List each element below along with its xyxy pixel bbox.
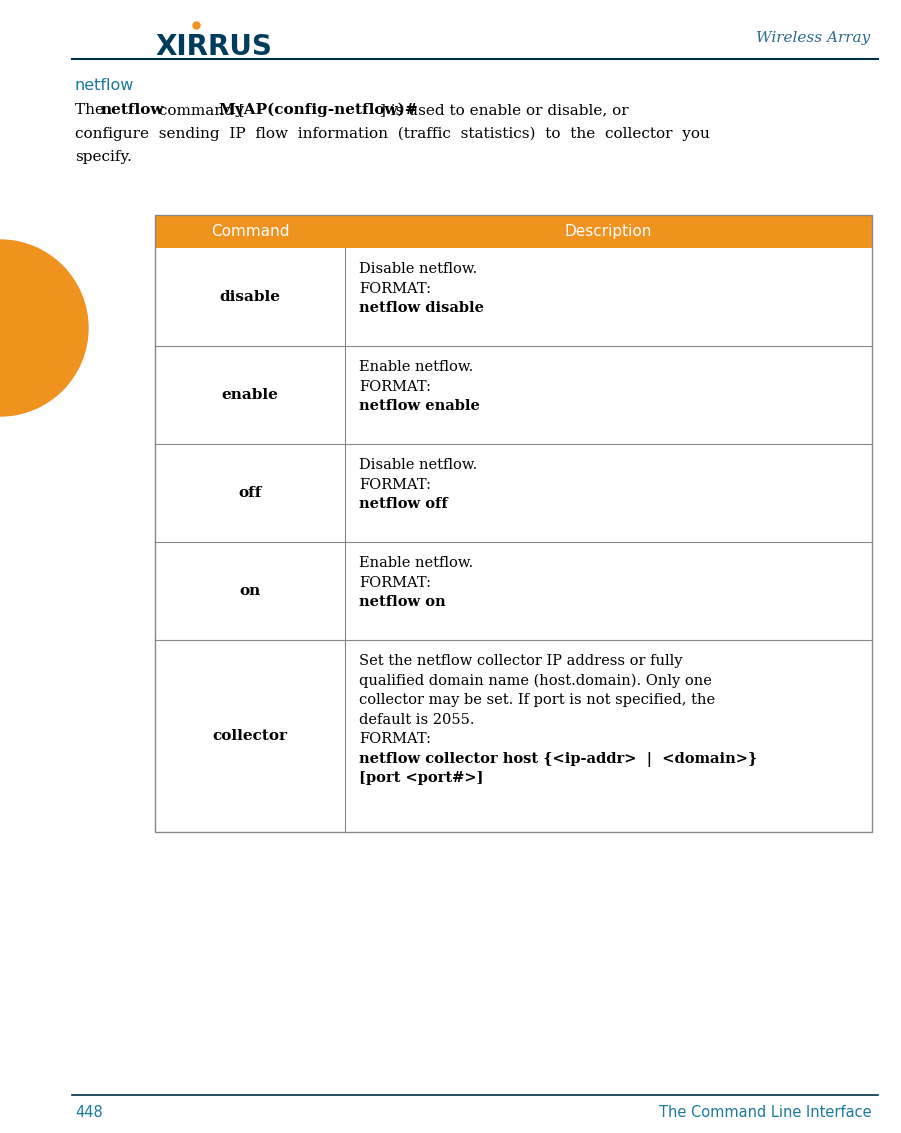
Text: FORMAT:: FORMAT:: [359, 380, 431, 393]
Text: off: off: [239, 486, 261, 500]
Text: collector: collector: [213, 729, 287, 743]
Text: [port <port#>]: [port <port#>]: [359, 770, 484, 785]
Bar: [155, 215, 872, 248]
Text: FORMAT:: FORMAT:: [359, 477, 431, 492]
Text: netflow enable: netflow enable: [359, 399, 480, 414]
Text: MyAP(config-netflow)#: MyAP(config-netflow)#: [218, 103, 418, 118]
Text: netflow disable: netflow disable: [359, 301, 484, 315]
Text: The: The: [75, 103, 109, 117]
Text: netflow: netflow: [101, 103, 164, 117]
Text: netflow: netflow: [75, 78, 134, 93]
Text: Wireless Array: Wireless Array: [756, 31, 870, 45]
Bar: [155, 215, 872, 832]
Text: XIRRUS: XIRRUS: [155, 33, 272, 61]
Text: 448: 448: [75, 1105, 103, 1121]
Text: Disable netflow.: Disable netflow.: [359, 458, 478, 472]
Text: FORMAT:: FORMAT:: [359, 576, 431, 589]
Text: Enable netflow.: Enable netflow.: [359, 556, 473, 570]
Text: Description: Description: [565, 224, 652, 239]
Text: collector may be set. If port is not specified, the: collector may be set. If port is not spe…: [359, 693, 715, 707]
Text: qualified domain name (host.domain). Only one: qualified domain name (host.domain). Onl…: [359, 673, 712, 688]
Text: Enable netflow.: Enable netflow.: [359, 360, 473, 374]
Text: default is 2055.: default is 2055.: [359, 713, 475, 726]
Circle shape: [0, 240, 88, 416]
Text: netflow collector host {<ip-addr>  |  <domain>}: netflow collector host {<ip-addr> | <dom…: [359, 751, 757, 767]
Text: Command: Command: [211, 224, 289, 239]
Text: The Command Line Interface: The Command Line Interface: [660, 1105, 872, 1121]
Text: command [: command [: [154, 103, 245, 117]
Text: netflow off: netflow off: [359, 497, 448, 511]
Text: configure  sending  IP  flow  information  (traffic  statistics)  to  the  colle: configure sending IP flow information (t…: [75, 127, 710, 140]
Text: netflow on: netflow on: [359, 595, 446, 610]
Text: FORMAT:: FORMAT:: [359, 732, 431, 746]
Text: Disable netflow.: Disable netflow.: [359, 262, 478, 276]
Text: ] is used to enable or disable, or: ] is used to enable or disable, or: [379, 103, 628, 117]
Text: FORMAT:: FORMAT:: [359, 281, 431, 296]
Text: enable: enable: [222, 387, 278, 402]
Text: on: on: [240, 583, 260, 598]
Text: Set the netflow collector IP address or fully: Set the netflow collector IP address or …: [359, 654, 682, 668]
Text: disable: disable: [220, 290, 280, 304]
Text: specify.: specify.: [75, 150, 132, 164]
